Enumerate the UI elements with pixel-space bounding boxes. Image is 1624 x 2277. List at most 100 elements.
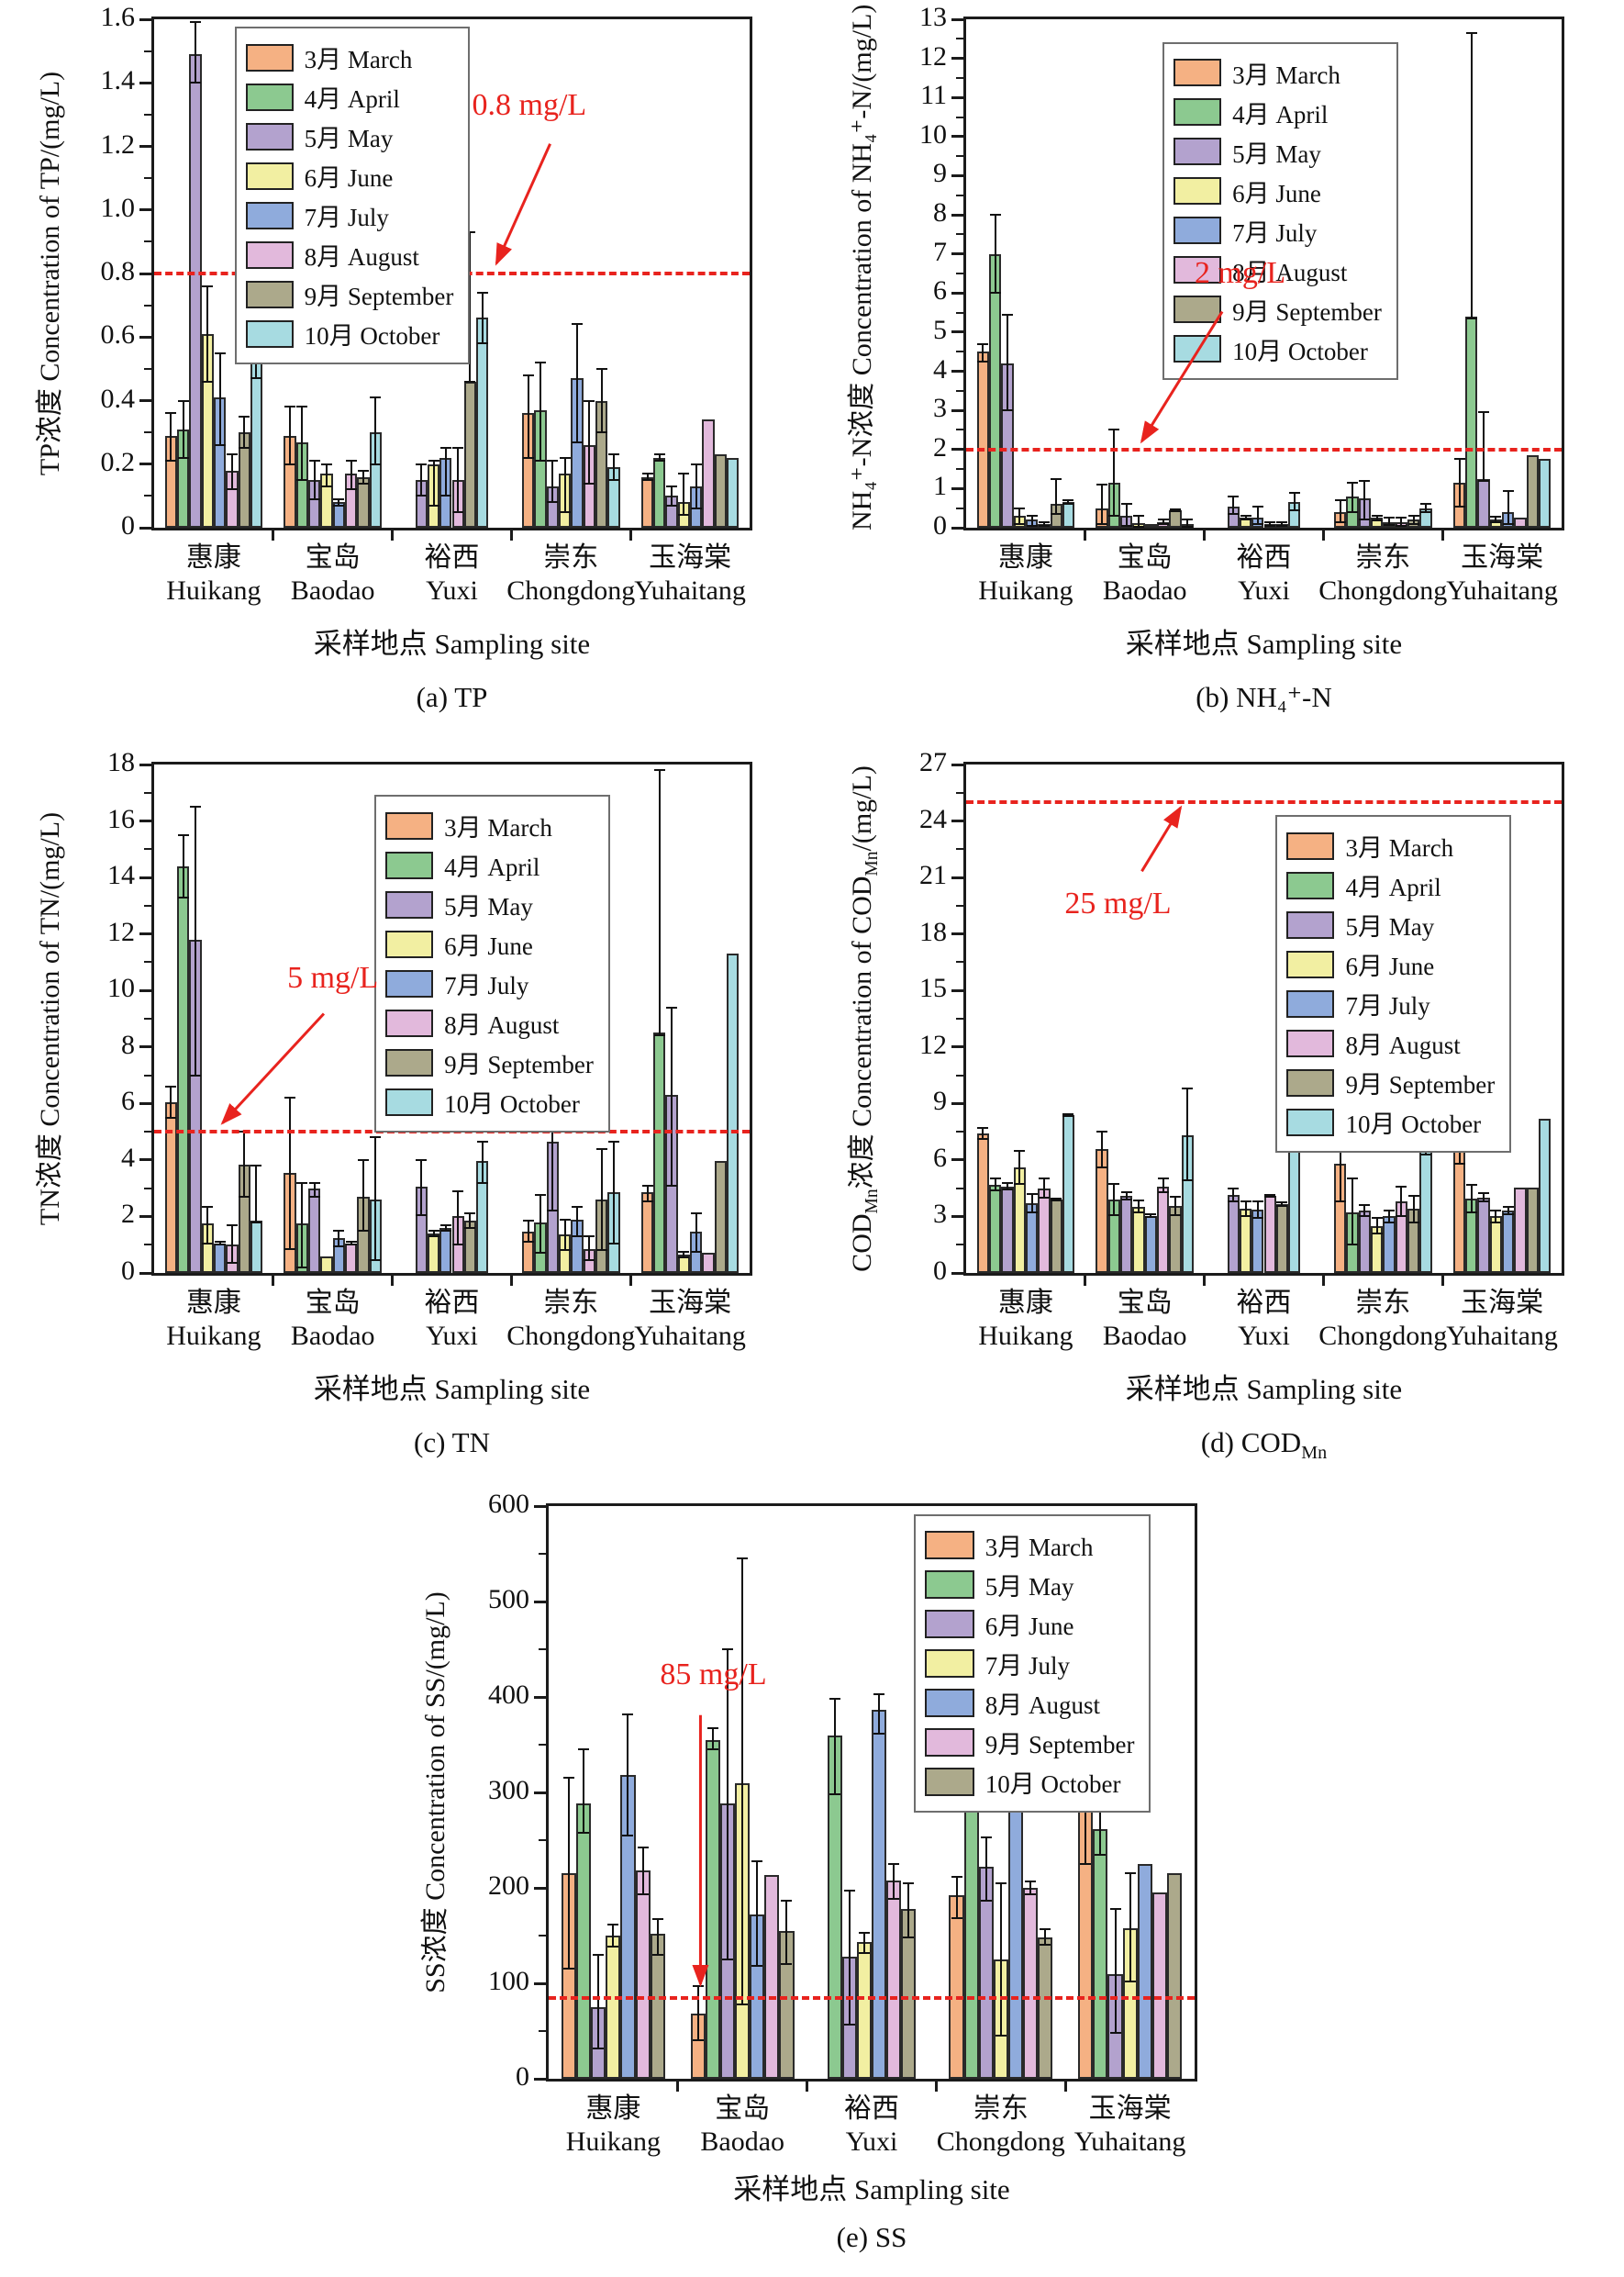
legend-label: 4月 April xyxy=(304,85,400,114)
error-bar-cap xyxy=(737,2003,749,2005)
legend-item: 8月 August xyxy=(1174,252,1382,288)
legend-swatch xyxy=(385,930,434,958)
error-bar-cap xyxy=(370,1136,382,1139)
error-bar-cap xyxy=(357,469,369,472)
y-tick-mark xyxy=(139,399,151,402)
error-bar-cap xyxy=(1157,1190,1169,1193)
error-bar xyxy=(527,374,529,458)
error-bar-cap xyxy=(737,1557,749,1560)
error-bar-cap xyxy=(1465,1183,1477,1186)
error-bar-cap xyxy=(177,833,189,836)
error-bar-cap xyxy=(559,1249,571,1252)
legend-label: 5月 May xyxy=(444,893,533,921)
y-tick-mark xyxy=(951,448,963,452)
y-tick-label: 400 xyxy=(488,1680,529,1710)
bar-september-yuhaitang xyxy=(1526,1187,1539,1273)
legend-swatch xyxy=(385,811,434,840)
error-bar-cap xyxy=(1371,519,1383,522)
error-bar-cap xyxy=(690,463,702,465)
error-bar xyxy=(218,352,221,445)
error-bar xyxy=(1281,521,1284,526)
error-bar xyxy=(1256,1201,1259,1219)
error-bar xyxy=(182,834,184,898)
error-bar xyxy=(727,1649,729,1959)
error-bar-cap xyxy=(1145,1216,1157,1219)
error-bar xyxy=(695,463,697,509)
error-bar-cap xyxy=(1145,1213,1157,1216)
error-bar-cap xyxy=(464,1226,476,1229)
bar-september-yuxi xyxy=(463,381,477,528)
error-bar-cap xyxy=(843,1890,855,1892)
error-bar-cap xyxy=(607,1923,619,1925)
error-bar-cap xyxy=(1347,1178,1359,1180)
error-bar xyxy=(878,1693,881,1734)
error-bar-cap xyxy=(284,1247,296,1250)
legend-swatch xyxy=(245,319,294,348)
y-tick-label: 9 xyxy=(933,1086,947,1117)
y-minor-tick-mark xyxy=(539,1648,546,1650)
bar-october-yuhaitang xyxy=(1539,1118,1552,1273)
error-bar xyxy=(551,461,554,503)
y-tick-mark xyxy=(951,370,963,374)
error-bar-cap xyxy=(1383,517,1395,519)
bar-september-huikang xyxy=(1050,1199,1062,1273)
error-bar-cap xyxy=(1407,515,1419,518)
y-tick-mark xyxy=(951,1158,963,1162)
error-bar xyxy=(194,807,196,1076)
error-bar-cap xyxy=(559,1218,571,1221)
legend-label: 9月 September xyxy=(444,1051,594,1079)
error-bar-cap xyxy=(980,1836,992,1838)
error-bar xyxy=(612,1141,615,1244)
legend-swatch xyxy=(924,1570,974,1600)
error-bar-cap xyxy=(370,1259,382,1262)
bar-april-yuhaitang xyxy=(653,457,666,528)
bar-june-yuxi xyxy=(427,1233,440,1273)
bar-september-yuhaitang xyxy=(1151,1892,1167,2079)
error-bar xyxy=(1055,1198,1058,1200)
error-bar-cap xyxy=(1096,522,1108,525)
error-bar xyxy=(646,474,649,481)
error-bar-cap xyxy=(416,495,428,497)
error-bar-cap xyxy=(1453,458,1465,461)
y-tick-label: 21 xyxy=(919,860,947,891)
error-bar xyxy=(641,1847,644,1895)
error-bar-cap xyxy=(428,504,439,507)
error-bar xyxy=(563,1219,566,1251)
error-bar-cap xyxy=(641,1200,653,1202)
error-bar-cap xyxy=(1038,1196,1050,1199)
legend-swatch xyxy=(924,1610,974,1639)
error-bar-cap xyxy=(547,501,559,504)
x-category-label: 崇东 Chongdong xyxy=(506,542,636,606)
error-bar-cap xyxy=(653,460,665,463)
error-bar-cap xyxy=(476,1140,488,1143)
error-bar xyxy=(862,1932,865,1953)
error-bar xyxy=(712,1728,715,1750)
bar-may-huikang xyxy=(1001,1186,1014,1273)
error-bar-cap xyxy=(1347,510,1359,513)
error-bar-cap xyxy=(333,1229,345,1232)
error-bar-cap xyxy=(989,1189,1001,1191)
error-bar-cap xyxy=(1108,1182,1120,1185)
error-bar-cap xyxy=(284,406,296,408)
error-bar-cap xyxy=(873,1692,885,1695)
error-bar xyxy=(893,1864,895,1900)
legend-item: 5月 May xyxy=(1286,907,1495,943)
error-bar-cap xyxy=(226,1262,238,1265)
error-bar-cap xyxy=(1276,524,1288,527)
y-minor-tick-mark xyxy=(144,431,151,434)
error-bar xyxy=(313,461,316,499)
error-bar-cap xyxy=(1182,1087,1194,1089)
error-bar xyxy=(444,448,447,497)
error-bar-cap xyxy=(1359,1204,1371,1207)
error-bar-cap xyxy=(593,2047,605,2049)
y-tick-mark xyxy=(951,291,963,295)
error-bar-cap xyxy=(1026,515,1038,518)
legend-label: 7月 July xyxy=(304,204,389,232)
legend-swatch xyxy=(1286,1108,1335,1136)
legend-swatch xyxy=(924,1531,974,1560)
error-bar-cap xyxy=(1051,513,1062,516)
error-bar-cap xyxy=(370,396,382,399)
y-minor-tick-mark xyxy=(956,429,963,431)
error-bar-cap xyxy=(1251,1217,1263,1220)
legend-label: 6月 June xyxy=(304,164,394,193)
